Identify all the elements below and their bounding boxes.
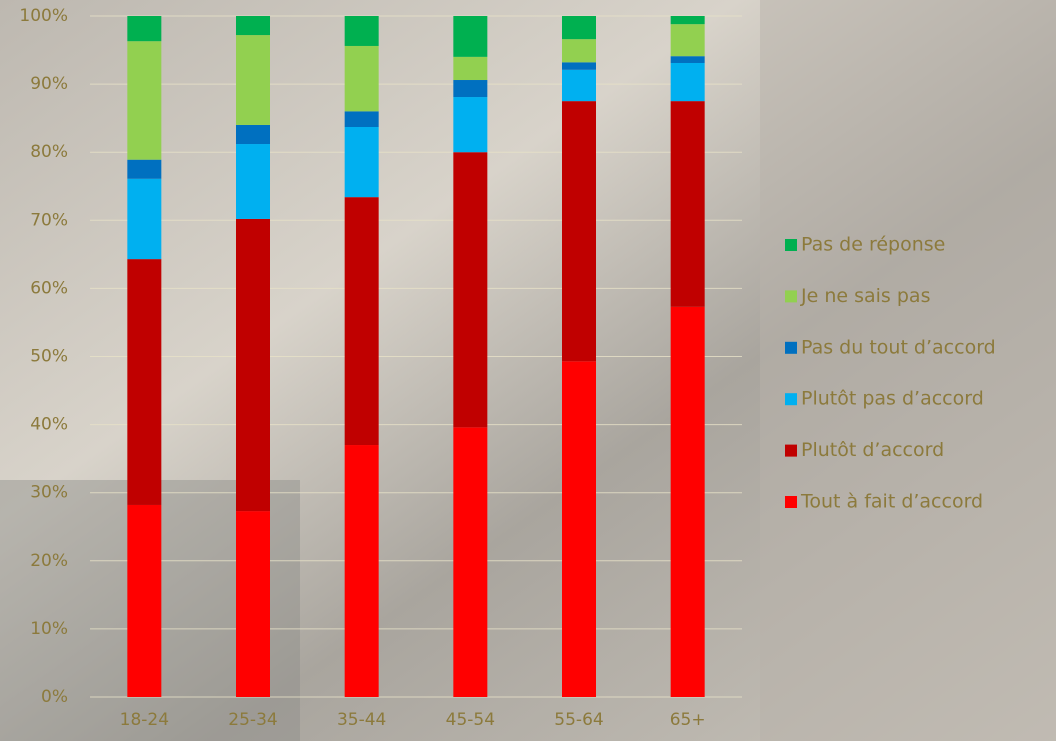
bar-segment [453,56,488,81]
legend-swatch [785,496,797,508]
bar-segment [453,427,488,697]
legend-swatch [785,393,797,406]
y-tick-label: 10% [30,619,68,639]
bar-segment [562,101,596,362]
legend-label: Pas du tout d’accord [801,336,996,358]
legend-swatch [785,444,797,457]
bar-segment [562,16,596,40]
bar-segment [670,24,705,57]
bar-segment [236,16,270,36]
bar-segment [453,97,488,153]
bar-segment [670,16,705,25]
bar-segment [236,124,270,145]
legend-swatch [785,290,797,303]
bar-segment [344,197,379,446]
bar-segment [344,45,379,112]
bar-segment [127,259,162,505]
bar-segment [344,127,379,198]
bar-segment [236,511,270,697]
bar-segment [562,62,596,70]
y-tick-label: 50% [30,347,68,367]
bar-segment [127,41,162,160]
x-tick-label: 65+ [670,710,706,730]
bar-segment [453,16,488,57]
bar-segment [127,159,162,179]
bar-segment [127,178,162,260]
bar-segment [562,69,596,102]
bar-segment [453,80,488,98]
bar-segment [453,152,488,428]
legend-label: Plutôt d’accord [801,439,944,461]
bar-segment [670,101,705,307]
y-tick-label: 20% [30,551,68,571]
bar-segment [344,445,379,697]
legend-label: Tout à fait d’accord [800,491,983,513]
bar-segment [127,504,162,697]
y-tick-label: 90% [30,74,68,94]
bar-segment [562,39,596,63]
bar-segment [236,35,270,125]
legend: Tout à fait d’accord Plutôt d’accord Plutô… [785,234,996,513]
bar-segment [562,361,596,697]
y-tick-label: 40% [30,415,68,435]
background-shade [760,0,1056,741]
bar-segment [236,144,270,219]
x-tick-label: 18-24 [120,710,169,730]
legend-label: Pas de réponse [801,234,945,256]
x-tick-label: 25-34 [228,710,277,730]
y-tick-label: 30% [30,483,68,503]
y-tick-label: 100% [19,6,68,26]
bar-segment [344,16,379,46]
legend-swatch [785,341,797,354]
y-tick-label: 60% [30,278,68,298]
x-tick-label: 45-54 [446,710,495,730]
legend-label: Je ne sais pas [800,285,930,307]
bar-segment [670,306,705,697]
legend-swatch [785,239,797,251]
bar-segment [236,218,270,512]
x-tick-label: 35-44 [337,710,386,730]
legend-label: Plutôt pas d’accord [801,388,984,410]
y-tick-label: 80% [30,142,68,162]
bar-segment [127,16,162,42]
y-tick-label: 70% [30,210,68,230]
x-tick-label: 55-64 [554,710,603,730]
y-tick-label: 0% [41,687,68,707]
bar-segment [670,56,705,63]
bar-segment [344,111,379,128]
bar-segment [670,62,705,102]
